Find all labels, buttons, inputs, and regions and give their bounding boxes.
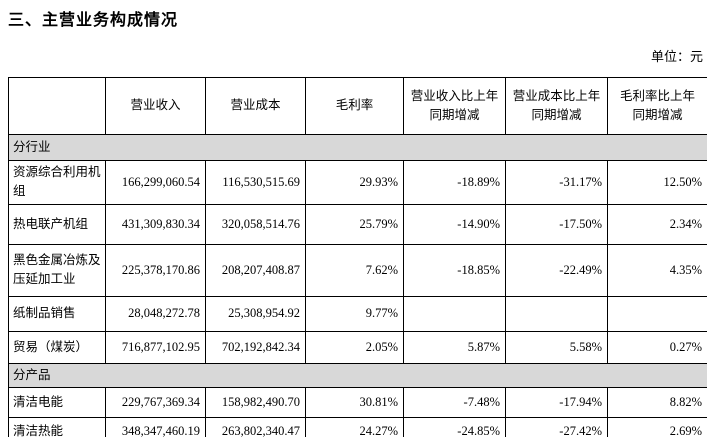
- cell-margin-yoy: 8.82%: [607, 386, 707, 418]
- cell-margin-yoy: 0.27%: [607, 330, 707, 364]
- cell-cost: 116,530,515.69: [205, 160, 306, 205]
- cell-gross-margin: 30.81%: [305, 386, 404, 418]
- cell-cost: 208,207,408.87: [205, 243, 306, 297]
- cell-cost: 702,192,842.34: [205, 330, 306, 364]
- header-cell-gross-margin: 毛利率: [305, 77, 404, 135]
- cell-cost: 158,982,490.70: [205, 386, 306, 418]
- cell-gross-margin: 24.27%: [305, 416, 404, 437]
- row-label: 纸制品销售: [8, 295, 106, 332]
- cell-cost-yoy: -22.49%: [505, 243, 608, 297]
- cell-revenue: 716,877,102.95: [105, 330, 206, 364]
- cell-revenue-yoy: -18.85%: [403, 243, 506, 297]
- cell-revenue: 28,048,272.78: [105, 295, 206, 332]
- header-cell-empty: [8, 77, 106, 135]
- cell-gross-margin: 9.77%: [305, 295, 404, 332]
- cell-cost: 25,308,954.92: [205, 295, 306, 332]
- cell-revenue-yoy: -14.90%: [403, 203, 506, 245]
- group-row-by-industry: 分行业: [8, 134, 707, 161]
- cell-revenue-yoy: [403, 295, 506, 332]
- cell-revenue-yoy: -18.89%: [403, 160, 506, 205]
- cell-cost-yoy: -17.50%: [505, 203, 608, 245]
- row-label: 资源综合利用机组: [8, 160, 106, 205]
- row-label: 黑色金属冶炼及压延加工业: [8, 243, 106, 297]
- cell-margin-yoy: 2.34%: [607, 203, 707, 245]
- table-header-row: 营业收入 营业成本 毛利率 营业收入比上年同期增减 营业成本比上年同期增减 毛利…: [8, 77, 707, 135]
- cell-gross-margin: 2.05%: [305, 330, 404, 364]
- row-label: 贸易（煤炭）: [8, 330, 106, 364]
- header-cell-revenue-yoy: 营业收入比上年同期增减: [403, 77, 506, 135]
- cell-cost-yoy: [505, 295, 608, 332]
- header-cell-margin-yoy: 毛利率比上年同期增减: [607, 77, 707, 135]
- cell-revenue: 225,378,170.86: [105, 243, 206, 297]
- main-business-table: 营业收入 营业成本 毛利率 营业收入比上年同期增减 营业成本比上年同期增减 毛利…: [8, 77, 707, 437]
- table-row: 黑色金属冶炼及压延加工业 225,378,170.86 208,207,408.…: [8, 243, 707, 297]
- header-cell-cost-yoy: 营业成本比上年同期增减: [505, 77, 608, 135]
- row-label: 热电联产机组: [8, 203, 106, 245]
- header-cell-revenue: 营业收入: [105, 77, 206, 135]
- cell-margin-yoy: 12.50%: [607, 160, 707, 205]
- cell-gross-margin: 29.93%: [305, 160, 404, 205]
- unit-label: 单位：元: [650, 49, 703, 64]
- group-label: 分行业: [8, 134, 707, 161]
- cell-revenue: 431,309,830.34: [105, 203, 206, 245]
- table-row: 纸制品销售 28,048,272.78 25,308,954.92 9.77%: [8, 295, 707, 332]
- cell-revenue-yoy: 5.87%: [403, 330, 506, 364]
- cell-gross-margin: 7.62%: [305, 243, 404, 297]
- section-title: 三、主营业务构成情况: [8, 12, 179, 29]
- table-row: 热电联产机组 431,309,830.34 320,058,514.76 25.…: [8, 203, 707, 245]
- cell-margin-yoy: 4.35%: [607, 243, 707, 297]
- cell-cost-yoy: -27.42%: [505, 416, 608, 437]
- header-cell-cost: 营业成本: [205, 77, 306, 135]
- row-label: 清洁电能: [8, 386, 106, 418]
- table-row: 清洁热能 348,347,460.19 263,802,340.47 24.27…: [8, 416, 707, 437]
- cell-cost-yoy: -17.94%: [505, 386, 608, 418]
- row-label: 清洁热能: [8, 416, 106, 437]
- cell-revenue: 229,767,369.34: [105, 386, 206, 418]
- cell-gross-margin: 25.79%: [305, 203, 404, 245]
- cell-cost: 263,802,340.47: [205, 416, 306, 437]
- cell-revenue-yoy: -7.48%: [403, 386, 506, 418]
- table-row: 清洁电能 229,767,369.34 158,982,490.70 30.81…: [8, 386, 707, 418]
- cell-revenue: 348,347,460.19: [105, 416, 206, 437]
- cell-revenue-yoy: -24.85%: [403, 416, 506, 437]
- cell-cost: 320,058,514.76: [205, 203, 306, 245]
- table-row: 资源综合利用机组 166,299,060.54 116,530,515.69 2…: [8, 160, 707, 205]
- group-label: 分产品: [8, 362, 707, 388]
- cell-margin-yoy: [607, 295, 707, 332]
- cell-margin-yoy: 2.69%: [607, 416, 707, 437]
- group-row-by-product: 分产品: [8, 362, 707, 388]
- cell-revenue: 166,299,060.54: [105, 160, 206, 205]
- cell-cost-yoy: 5.58%: [505, 330, 608, 364]
- table-row: 贸易（煤炭） 716,877,102.95 702,192,842.34 2.0…: [8, 330, 707, 364]
- cell-cost-yoy: -31.17%: [505, 160, 608, 205]
